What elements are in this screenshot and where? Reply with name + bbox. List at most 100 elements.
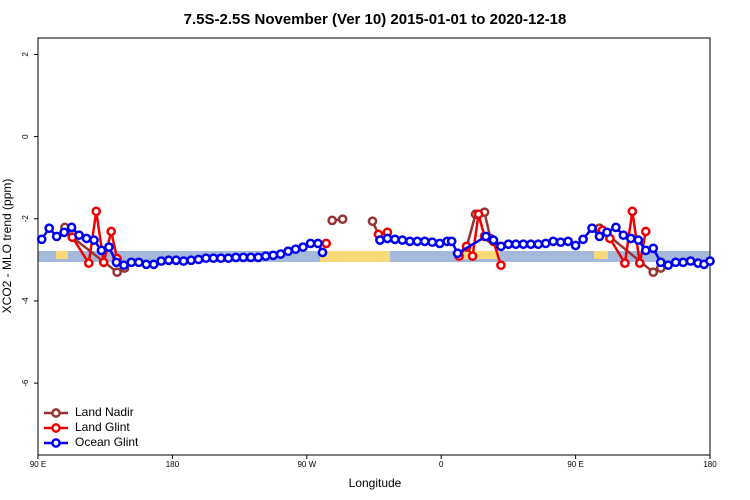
data-point — [670, 257, 681, 268]
x-tick-label: 90 E — [30, 460, 46, 469]
data-point — [327, 215, 338, 226]
data-point — [375, 235, 385, 245]
x-tick-label: 180 — [166, 460, 180, 469]
data-point — [163, 255, 174, 266]
data-point — [404, 236, 415, 247]
land-strip — [594, 251, 608, 259]
data-point — [594, 231, 605, 242]
data-point — [397, 235, 408, 245]
data-point — [640, 226, 651, 237]
data-point — [201, 253, 211, 264]
data-point — [253, 252, 264, 263]
data-point — [452, 248, 463, 259]
data-point — [503, 239, 514, 250]
data-point — [705, 256, 715, 266]
legend-label: Ocean Glint — [75, 435, 139, 449]
data-point — [618, 230, 629, 241]
data-point — [111, 257, 122, 268]
data-point — [283, 246, 293, 257]
y-tick-label: -6 — [21, 379, 30, 387]
data-point — [655, 257, 666, 268]
x-axis-label: Longitude — [349, 476, 402, 490]
data-point — [141, 259, 152, 270]
data-point — [496, 260, 506, 271]
data-point — [540, 238, 551, 249]
data-point — [412, 236, 423, 247]
data-point — [216, 253, 226, 264]
x-tick-label: 0 — [439, 460, 444, 469]
data-point — [238, 252, 249, 263]
data-point — [112, 267, 122, 278]
data-point — [44, 223, 55, 234]
data-point — [245, 252, 256, 263]
data-point — [98, 257, 109, 268]
data-point — [260, 251, 271, 262]
legend-marker — [51, 408, 61, 418]
y-tick-label: 2 — [21, 52, 30, 57]
data-point — [587, 223, 597, 234]
data-point — [231, 252, 241, 263]
data-point — [66, 222, 77, 233]
data-point — [156, 256, 167, 266]
data-point — [51, 231, 62, 242]
land-strip — [320, 251, 390, 262]
data-point — [275, 249, 286, 259]
data-point — [578, 234, 588, 245]
data-point — [208, 253, 219, 264]
data-point — [59, 227, 69, 238]
data-point — [390, 234, 400, 245]
land-strip — [462, 251, 500, 259]
data-point — [427, 237, 438, 248]
legend-label: Land Nadir — [75, 405, 134, 419]
data-point — [634, 258, 645, 268]
data-point — [91, 206, 102, 217]
data-point — [620, 258, 630, 268]
data-point — [81, 233, 92, 244]
x-tick-label: 90 W — [297, 460, 316, 469]
data-point — [446, 236, 457, 247]
data-point — [685, 256, 696, 266]
chart-title: 7.5S-2.5S November (Ver 10) 2015-01-01 t… — [184, 11, 567, 28]
data-point — [488, 235, 499, 245]
data-point — [481, 231, 491, 242]
data-point — [570, 240, 581, 251]
legend-label: Land Glint — [75, 420, 130, 434]
data-point — [367, 216, 378, 227]
data-point — [193, 254, 204, 265]
data-point — [473, 209, 484, 220]
data-point — [382, 233, 393, 244]
plot-frame — [37, 37, 711, 456]
data-point — [633, 235, 644, 245]
data-point — [602, 227, 612, 238]
legend-marker — [51, 438, 61, 448]
x-tick-label: 90 E — [567, 460, 583, 469]
data-point — [518, 239, 529, 250]
data-point — [627, 206, 638, 217]
data-point — [337, 214, 348, 225]
data-point — [119, 260, 129, 271]
y-axis-label: XCO2 - MLO trend (ppm) — [0, 179, 14, 314]
data-point — [640, 245, 651, 256]
data-point — [96, 245, 107, 256]
data-point — [298, 242, 308, 252]
data-point — [290, 244, 301, 255]
data-point — [178, 256, 189, 266]
data-point — [511, 239, 521, 250]
x-tick-label: 180 — [703, 460, 717, 469]
data-point — [268, 250, 279, 261]
data-point — [36, 234, 47, 245]
data-point — [525, 239, 536, 250]
data-point — [555, 237, 566, 248]
y-tick-label: -4 — [21, 297, 30, 305]
land-strip — [56, 251, 68, 259]
data-point — [321, 238, 332, 249]
data-point — [148, 259, 159, 270]
data-point — [648, 243, 659, 254]
data-point — [626, 233, 636, 244]
data-point — [83, 258, 94, 268]
data-point — [419, 236, 430, 247]
data-point — [611, 222, 621, 233]
data-point — [496, 241, 506, 252]
legend-marker — [51, 423, 61, 433]
